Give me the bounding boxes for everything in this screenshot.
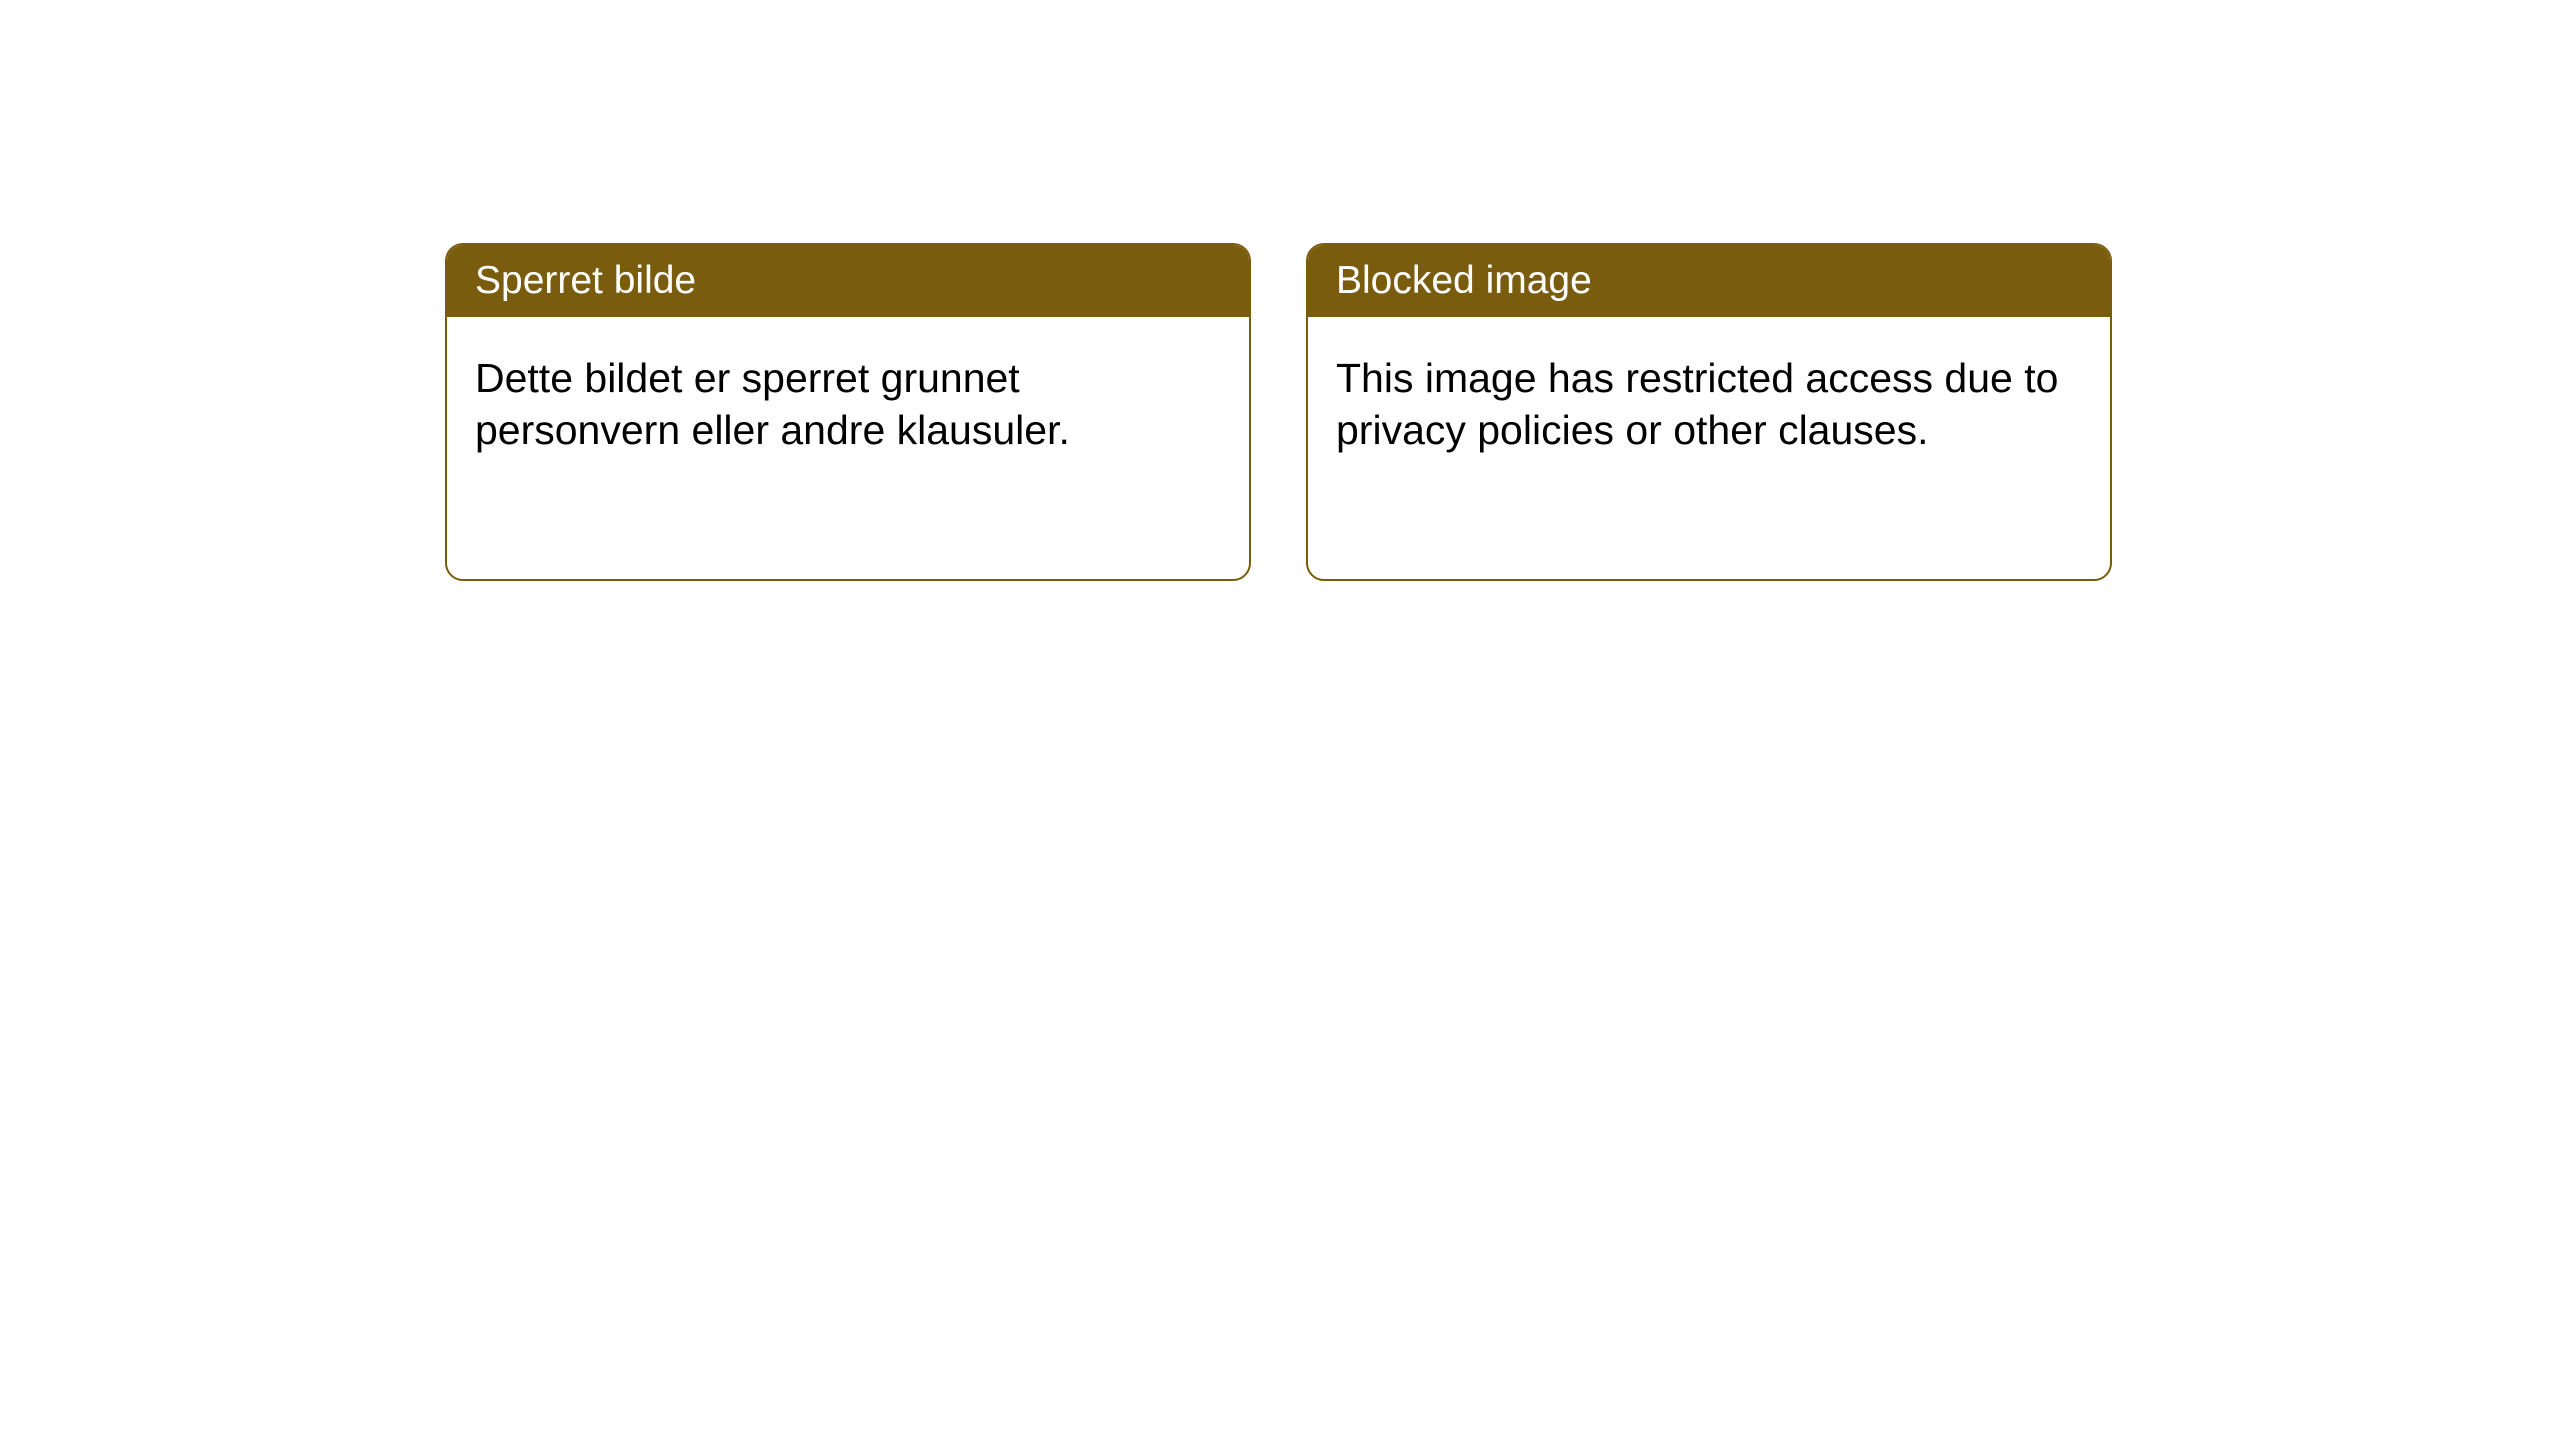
card-body-text: Dette bildet er sperret grunnet personve… [475, 355, 1070, 453]
notice-cards-container: Sperret bilde Dette bildet er sperret gr… [445, 243, 2112, 581]
notice-card-norwegian: Sperret bilde Dette bildet er sperret gr… [445, 243, 1251, 581]
card-header: Sperret bilde [447, 245, 1249, 317]
card-title: Blocked image [1336, 259, 1592, 302]
card-body: This image has restricted access due to … [1308, 317, 2110, 492]
card-body: Dette bildet er sperret grunnet personve… [447, 317, 1249, 492]
card-header: Blocked image [1308, 245, 2110, 317]
card-body-text: This image has restricted access due to … [1336, 355, 2058, 453]
card-title: Sperret bilde [475, 259, 696, 302]
notice-card-english: Blocked image This image has restricted … [1306, 243, 2112, 581]
